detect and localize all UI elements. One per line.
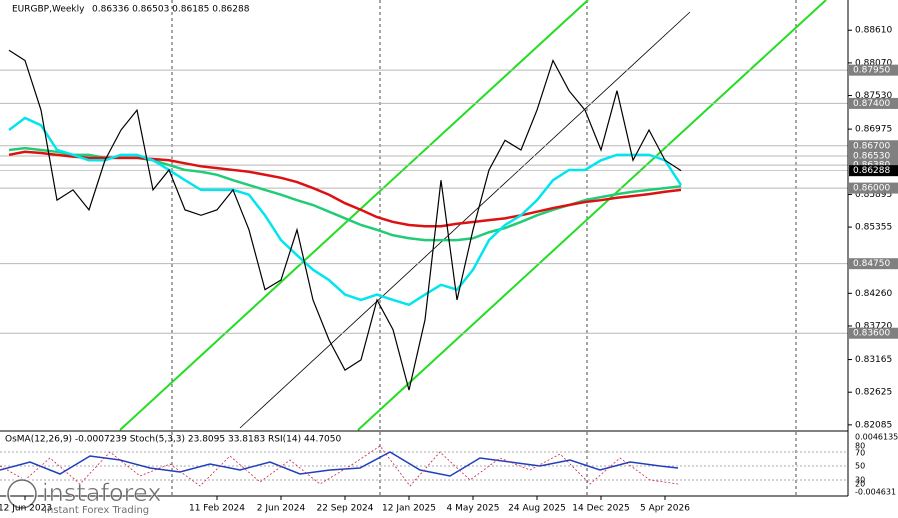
- moving-average-line: [8, 116, 683, 307]
- x-tick-label: 2 Jun 2024: [257, 504, 306, 514]
- y-tick-label: 0.85355: [855, 223, 892, 233]
- x-tick-label: 22 Sep 2024: [316, 504, 373, 514]
- indicator-axis-label: 20: [855, 480, 865, 489]
- x-tick-label: 11 Feb 2024: [189, 504, 245, 514]
- y-tick-label: 0.86975: [855, 125, 892, 135]
- level-label: 0.87400: [853, 99, 890, 109]
- y-tick-label: 0.87530: [855, 91, 892, 101]
- watermark-tagline: Instant Forex Trading: [44, 505, 149, 516]
- series-layer: [8, 49, 683, 391]
- level-label: 0.86700: [853, 141, 890, 151]
- indicator-axis-label: 80: [855, 442, 865, 451]
- level-label: 0.83600: [853, 329, 890, 339]
- chart-subtitle: 0.86336 0.86503 0.86185 0.86288: [92, 5, 250, 15]
- channel-line: [357, 0, 827, 431]
- indicator-panel: OsMA(12,26,9) -0.0007239 Stoch(5,3,3) 23…: [0, 435, 848, 487]
- levels: [0, 69, 848, 334]
- current-price-box: [849, 165, 898, 177]
- grid-separators: [171, 0, 797, 496]
- x-tick-label: 5 Apr 2026: [640, 504, 690, 514]
- y-tick-label: 0.82085: [855, 420, 892, 430]
- level-label-box: [849, 64, 898, 76]
- level-label: 0.84750: [853, 259, 890, 269]
- y-tick-label: 0.82625: [855, 388, 892, 398]
- indicator-axis-label: 50: [855, 462, 865, 471]
- indicator-axis-label: 70: [855, 449, 865, 458]
- chart-title: EURGBP,Weekly: [12, 5, 85, 15]
- x-tick-label: 14 Dec 2025: [572, 504, 630, 514]
- y-tick-label: 0.84260: [855, 289, 892, 299]
- watermark-logo: [7, 479, 37, 509]
- level-label: 0.86000: [853, 184, 890, 194]
- indicator-title: OsMA(12,26,9) -0.0007239 Stoch(5,3,3) 23…: [5, 435, 341, 445]
- price-line: [8, 49, 682, 391]
- watermark: instaforex Instant Forex Trading: [6, 478, 162, 516]
- indicator-axis-label: 0.0046135: [855, 433, 898, 442]
- current-price-label: 0.86288: [853, 166, 890, 176]
- trend-channels: [119, 0, 827, 431]
- level-label: 0.86530: [853, 152, 890, 162]
- x-tick-label: 24 Aug 2025: [508, 504, 566, 514]
- level-label-box: [849, 97, 898, 109]
- y-tick-label: 0.88610: [855, 26, 892, 36]
- level-label-box: [849, 150, 898, 162]
- y-tick-label: 0.83165: [855, 355, 892, 365]
- level-label: 0.87950: [853, 66, 890, 76]
- x-tick-label: 4 May 2025: [447, 504, 500, 514]
- y-tick-label: 0.83720: [855, 321, 892, 331]
- indicator-axis-label: 30: [855, 476, 865, 485]
- watermark-brand: instaforex: [42, 479, 162, 507]
- channel-line: [239, 11, 691, 429]
- x-tick-label: 12 Jan 2025: [382, 504, 436, 514]
- x-tick-label: 12 Jun 2023: [0, 504, 52, 514]
- moving-average-line: [8, 150, 682, 228]
- y-tick-label: 0.85895: [855, 190, 892, 200]
- level-label-box: [849, 327, 898, 339]
- level-label-box: [849, 159, 898, 171]
- level-label-box: [849, 140, 898, 152]
- indicator-axis-label: -0.004631: [855, 488, 896, 497]
- channel-line: [119, 0, 589, 431]
- level-label-box: [849, 258, 898, 270]
- indicator-line: [0, 445, 679, 487]
- y-tick-label: 0.88070: [855, 58, 892, 68]
- level-label-box: [849, 182, 898, 194]
